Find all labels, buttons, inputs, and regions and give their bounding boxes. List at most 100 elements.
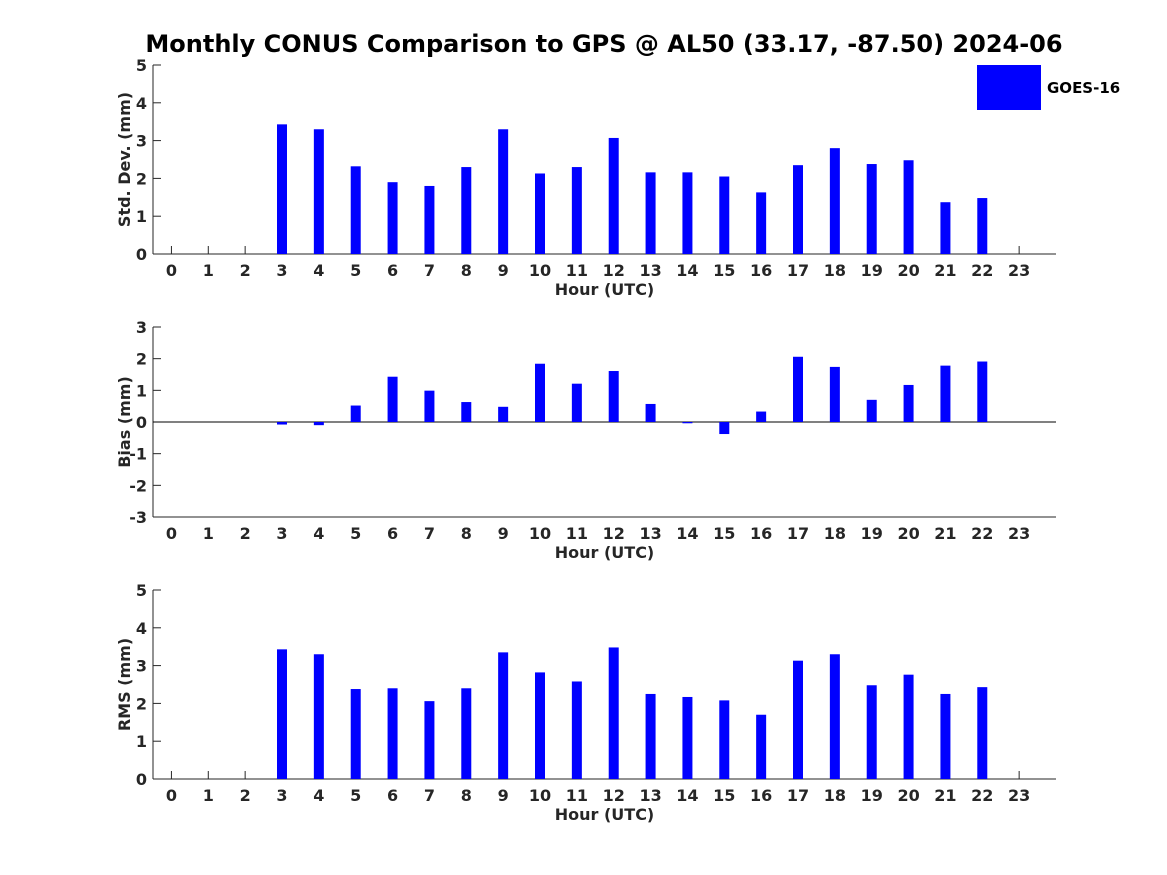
x-tick-label: 19 [861, 786, 883, 805]
bar-hour-12 [608, 647, 619, 779]
x-tick-label: 22 [971, 786, 993, 805]
bar-hour-22 [977, 198, 988, 254]
y-tick-label: 5 [136, 56, 147, 75]
x-tick-label: 23 [1008, 786, 1030, 805]
x-tick-label: 5 [350, 786, 361, 805]
bar-hour-6 [387, 688, 398, 779]
bar-hour-22 [977, 687, 988, 779]
x-tick-label: 16 [750, 524, 772, 543]
bar-hour-7 [424, 185, 435, 254]
legend-swatch [977, 65, 1041, 110]
x-tick-label: 11 [566, 786, 588, 805]
x-tick-label: 17 [787, 524, 809, 543]
x-tick-label: 13 [639, 261, 661, 280]
x-tick-label: 8 [461, 786, 472, 805]
bar-hour-10 [535, 173, 545, 254]
x-tick-label: 12 [603, 524, 625, 543]
x-tick-label: 3 [276, 524, 287, 543]
bar-hour-21 [940, 693, 951, 779]
x-tick-label: 14 [676, 786, 698, 805]
x-tick-label: 8 [461, 261, 472, 280]
x-tick-label: 0 [166, 524, 177, 543]
y-tick-label: 0 [136, 770, 147, 789]
y-tick-label: 4 [136, 94, 147, 113]
bar-hour-10 [535, 672, 545, 779]
x-tick-label: 1 [203, 524, 214, 543]
bar-hour-4 [313, 129, 324, 254]
y-tick-label: 1 [136, 732, 147, 751]
y-axis-label: Std. Dev. (mm) [115, 92, 134, 227]
x-tick-label: 22 [971, 261, 993, 280]
bar-hour-8 [461, 167, 472, 254]
x-tick-label: 9 [498, 786, 509, 805]
bar-hour-11 [571, 681, 582, 779]
x-axis-label: Hour (UTC) [555, 543, 655, 562]
bar-hour-15 [719, 422, 730, 435]
bar-hour-13 [645, 172, 656, 254]
x-tick-label: 17 [787, 786, 809, 805]
bar-hour-17 [793, 165, 803, 254]
x-tick-label: 1 [203, 261, 214, 280]
bar-hour-20 [903, 674, 914, 779]
x-tick-label: 21 [934, 524, 956, 543]
bar-hour-5 [350, 689, 361, 779]
x-tick-label: 6 [387, 261, 398, 280]
y-tick-label: -2 [129, 476, 147, 495]
x-tick-label: 15 [713, 524, 735, 543]
x-tick-label: 23 [1008, 524, 1030, 543]
x-tick-label: 15 [713, 786, 735, 805]
bar-hour-17 [793, 660, 803, 779]
x-tick-label: 9 [498, 524, 509, 543]
x-tick-label: 14 [676, 524, 698, 543]
bar-hour-11 [571, 383, 582, 422]
y-tick-label: 2 [136, 169, 147, 188]
x-tick-label: 7 [424, 261, 435, 280]
x-tick-label: 6 [387, 786, 398, 805]
x-tick-label: 15 [713, 261, 735, 280]
bar-hour-13 [645, 693, 656, 779]
x-tick-label: 3 [276, 261, 287, 280]
bar-hour-9 [498, 406, 509, 422]
bar-hour-11 [571, 167, 582, 254]
x-tick-label: 0 [166, 261, 177, 280]
x-tick-label: 22 [971, 524, 993, 543]
bar-hour-14 [682, 696, 693, 779]
y-tick-label: 3 [136, 657, 147, 676]
y-tick-label: 3 [136, 132, 147, 151]
x-tick-label: 10 [529, 261, 551, 280]
x-tick-label: 8 [461, 524, 472, 543]
x-tick-label: 0 [166, 786, 177, 805]
x-tick-label: 7 [424, 524, 435, 543]
bar-hour-14 [682, 422, 693, 424]
x-tick-label: 20 [897, 524, 919, 543]
legend-label: GOES-16 [1047, 79, 1120, 97]
bar-hour-15 [719, 700, 730, 779]
x-tick-label: 6 [387, 524, 398, 543]
bar-hour-6 [387, 376, 398, 422]
x-tick-label: 18 [824, 786, 846, 805]
x-tick-label: 11 [566, 524, 588, 543]
bar-hour-3 [277, 124, 287, 254]
x-tick-label: 21 [934, 261, 956, 280]
bar-hour-21 [940, 202, 951, 254]
bar-hour-19 [866, 685, 877, 779]
x-tick-label: 9 [498, 261, 509, 280]
bar-hour-5 [350, 166, 361, 254]
x-tick-label: 4 [313, 524, 324, 543]
bar-hour-9 [498, 652, 509, 779]
bar-hour-20 [903, 384, 914, 422]
x-tick-label: 20 [897, 261, 919, 280]
y-tick-label: 3 [136, 318, 147, 337]
bar-hour-3 [277, 649, 287, 779]
x-tick-label: 2 [240, 524, 251, 543]
x-tick-label: 5 [350, 524, 361, 543]
bar-hour-18 [829, 148, 840, 254]
x-tick-label: 10 [529, 524, 551, 543]
y-tick-label: 0 [136, 245, 147, 264]
x-tick-label: 4 [313, 261, 324, 280]
y-tick-label: 0 [136, 413, 147, 432]
bar-hour-4 [313, 654, 324, 779]
y-axis-label: RMS (mm) [115, 638, 134, 731]
